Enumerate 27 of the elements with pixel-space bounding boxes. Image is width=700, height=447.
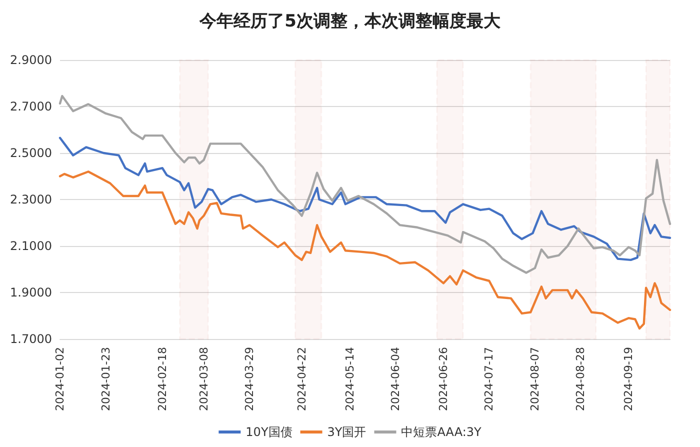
- x-tick-label: 2024-02-18: [156, 347, 169, 411]
- chart-title: 今年经历了5次调整，本次调整幅度最大: [198, 12, 502, 32]
- x-tick-label: 2024-06-04: [389, 347, 402, 411]
- x-tick-label: 2024-06-26: [436, 347, 450, 411]
- x-tick-label: 2024-01-23: [99, 347, 112, 411]
- y-tick-label: 1.7000: [10, 332, 52, 346]
- legend-label: 3Y国开: [327, 425, 366, 439]
- y-tick-label: 2.3000: [10, 192, 52, 206]
- x-tick-label: 2024-05-14: [343, 347, 356, 411]
- y-tick-label: 2.7000: [10, 100, 52, 114]
- y-tick-label: 2.5000: [10, 146, 52, 160]
- x-tick-label: 2024-08-07: [528, 347, 542, 411]
- line-series: [58, 170, 672, 330]
- x-tick-label: 2024-01-02: [54, 347, 66, 411]
- x-tick-label: 2024-03-08: [197, 347, 210, 411]
- line-series: [58, 136, 672, 262]
- x-tick-label: 2024-09-19: [622, 347, 636, 411]
- y-tick-label: 2.1000: [10, 239, 52, 253]
- x-tick-label: 2024-04-22: [295, 347, 308, 411]
- x-tick-label: 2024-03-29: [243, 347, 256, 411]
- y-tick-label: 2.9000: [10, 53, 52, 67]
- x-tick-label: 2024-08-28: [574, 347, 588, 411]
- line-series: [58, 94, 672, 274]
- legend-label: 中短票AAA:3Y: [401, 425, 482, 439]
- legend-label: 10Y国债: [246, 425, 292, 439]
- y-tick-label: 1.9000: [10, 286, 52, 300]
- x-tick-label: 2024-07-17: [482, 347, 496, 411]
